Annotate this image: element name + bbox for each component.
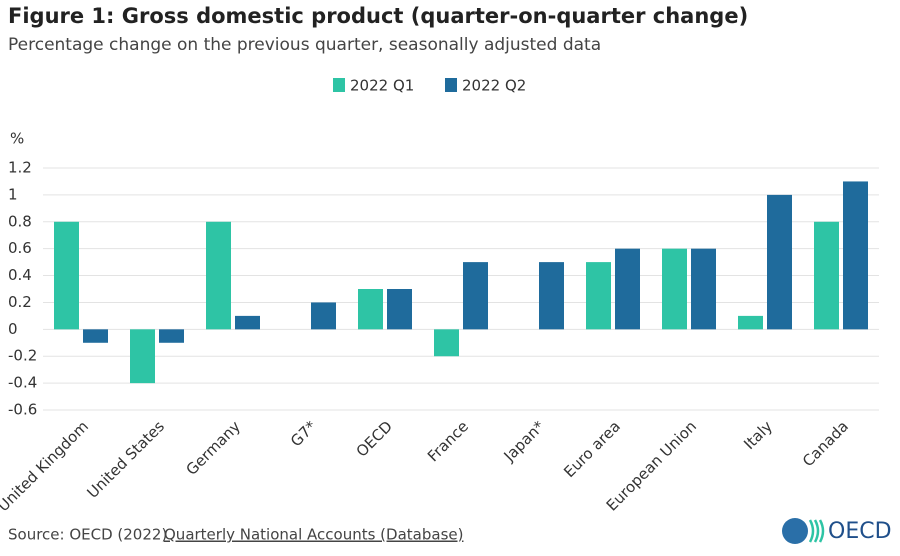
source-link[interactable]: Quarterly National Accounts (Database)	[164, 526, 463, 544]
bar	[691, 248, 716, 330]
y-axis-label: %	[10, 130, 24, 148]
legend-label: 2022 Q1	[350, 77, 414, 95]
x-tick-label: Canada	[799, 417, 852, 470]
x-tick-label: G7*	[287, 417, 320, 450]
chart-subtitle: Percentage change on the previous quarte…	[8, 35, 601, 55]
bar	[843, 181, 868, 330]
y-tick-label: -0.2	[8, 347, 37, 365]
x-tick-label: France	[424, 417, 472, 465]
source-text: Source: OECD (2022)	[8, 526, 167, 544]
logo-marks	[808, 519, 825, 543]
x-tick-label: United Kingdom	[0, 417, 92, 515]
x-tick-label: United States	[83, 417, 168, 502]
bar	[586, 262, 611, 330]
y-tick-label: 1	[8, 185, 18, 203]
bar	[235, 315, 260, 330]
bar	[463, 262, 488, 330]
bar	[130, 329, 155, 384]
bar	[814, 221, 839, 330]
bar	[662, 248, 687, 330]
chart-title: Figure 1: Gross domestic product (quarte…	[8, 4, 748, 28]
bar	[738, 315, 763, 330]
x-tick-label: Italy	[740, 417, 776, 453]
bar	[615, 248, 640, 330]
bar	[206, 221, 231, 330]
bar	[434, 329, 459, 357]
bar	[83, 329, 108, 343]
bar	[54, 221, 79, 330]
bar	[767, 194, 792, 330]
x-tick-label: Germany	[183, 417, 245, 479]
legend-swatch	[445, 78, 457, 92]
bar	[539, 262, 564, 330]
logo-text: OECD	[828, 519, 892, 544]
y-tick-label: 0	[8, 320, 18, 338]
x-tick-label: Japan*	[500, 417, 549, 466]
y-tick-label: 1.2	[8, 159, 32, 177]
x-tick-label: OECD	[353, 417, 396, 460]
bar	[311, 302, 336, 330]
legend-swatch	[333, 78, 345, 92]
y-tick-label: 0.6	[8, 239, 32, 257]
logo-globe	[782, 518, 808, 544]
y-tick-label: -0.4	[8, 374, 37, 392]
y-tick-label: 0.8	[8, 212, 32, 230]
legend-label: 2022 Q2	[462, 77, 526, 95]
y-tick-label: -0.6	[8, 401, 37, 419]
y-tick-label: 0.4	[8, 266, 32, 284]
bar	[358, 289, 383, 330]
x-tick-label: Euro area	[560, 417, 624, 481]
bar	[387, 289, 412, 330]
bar	[159, 329, 184, 343]
y-tick-label: 0.2	[8, 293, 32, 311]
